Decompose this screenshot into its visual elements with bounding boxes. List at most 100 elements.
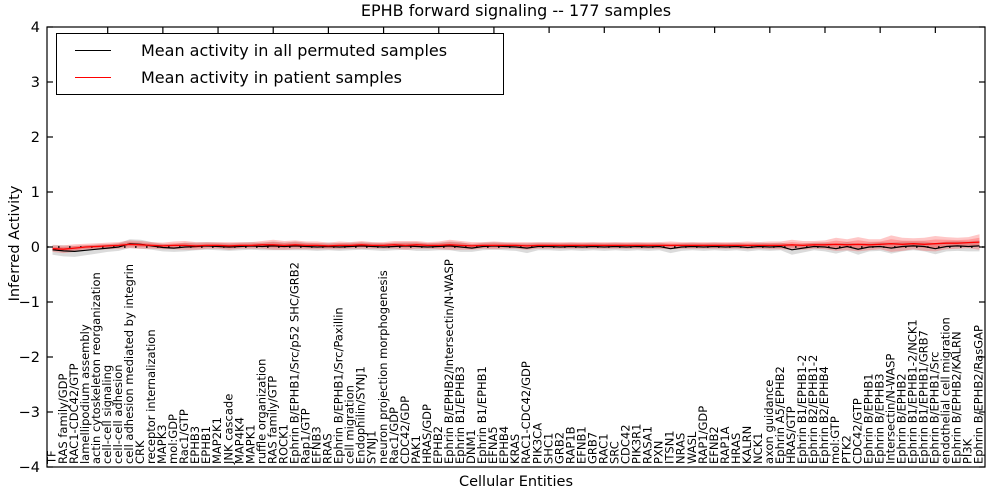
x-tick-label: Rac1/GDP (387, 407, 401, 464)
x-tick-label: neuron projection morphogenesis (376, 270, 390, 464)
x-tick-label: Ephrin B1/EPHB1-2/NCK1 (905, 319, 919, 464)
x-tick-label: cell-cell signaling (100, 365, 114, 464)
x-tick-label: Ephrin B/EPHB2/Intersectin/N-WASP (442, 259, 456, 464)
x-tick-label: axon guidance (762, 380, 776, 464)
y-tick-label: −1 (19, 295, 40, 311)
x-tick-label: HRAS (729, 433, 743, 464)
x-tick-label: cell adhesion mediated by integrin (122, 264, 136, 464)
x-tick-label: CDC42 (619, 424, 633, 464)
x-tick-label: PIK3R1 (630, 424, 644, 465)
confidence-band-patient-inner (52, 237, 980, 252)
x-tick-label: KALRN (740, 426, 754, 464)
x-tick-label: Ephrin B1/EPHB1/GRB7 (917, 330, 931, 464)
x-tick-label: EFNB2 (707, 426, 721, 464)
y-tick-label: 1 (31, 185, 40, 201)
x-tick-label: NCK1 (751, 433, 765, 465)
mean-line-patient (52, 241, 980, 250)
x-tick-label: CDC42/GDP (398, 396, 412, 464)
legend-label-patient: Mean activity in patient samples (141, 67, 402, 87)
x-tick-label: Intersectin/N-WASP (883, 354, 897, 464)
x-tick-label: CRK (133, 440, 147, 464)
x-tick-label: Ephrin B2/EPHB1-2 (806, 355, 820, 464)
legend-item-permuted: Mean activity in all permuted samples (57, 41, 503, 60)
y-tick-label: 0 (31, 240, 40, 256)
x-axis-label: Cellular Entities (458, 474, 574, 490)
x-tick-label: receptor internalization (144, 329, 158, 464)
x-tick-label: Ephrin B/EPHB3 (872, 373, 886, 464)
legend-line-patient-icon (75, 76, 111, 78)
confidence-band-patient (52, 234, 980, 254)
x-tick-label: EFNB1 (574, 426, 588, 464)
x-tick-label: HRAS/GTP (784, 406, 798, 464)
x-tick-label: RAC1 (596, 433, 610, 464)
x-tick-label: MAPK1 (243, 424, 257, 464)
x-tick-label: Ephrin B/EPHB1/Src/p52 SHC/GRB2 (287, 262, 301, 464)
legend-box: Mean activity in all permuted samples Me… (56, 33, 504, 95)
x-tick-label: RAC1-CDC42/GTP (67, 363, 81, 464)
y-tick-label: −4 (19, 460, 40, 476)
x-tick-label: mol:GTP (828, 416, 842, 464)
x-tick-label: endothelial cell migration (939, 317, 953, 464)
y-tick-label: −3 (19, 405, 40, 421)
x-tick-label: DNM1 (464, 429, 478, 464)
x-tick-label: TF (45, 450, 59, 465)
x-tick-label: Rap1/GTP (299, 408, 313, 464)
y-tick-label: 4 (31, 20, 40, 36)
x-tick-label: PTK2 (839, 435, 853, 464)
x-tick-label: HRAS/GDP (420, 404, 434, 464)
x-tick-label: RAP1/GDP (696, 406, 710, 464)
x-tick-label: EPHB3 (188, 426, 202, 464)
x-tick-label: Ephrin B/EPHB2 (894, 373, 908, 464)
x-tick-label: Ephrin A5/EPHB2 (773, 366, 787, 464)
x-tick-label: lamellipodium assembly (78, 324, 92, 464)
chart-title: EPHB forward signaling -- 177 samples (360, 1, 672, 20)
x-tick-label: PAK1 (409, 435, 423, 464)
x-tick-label: EPHB2 (431, 426, 445, 464)
x-tick-label: Ephrin B/EPHB2/RasGAP (972, 325, 986, 464)
x-tick-label: cell-cell adhesion (111, 364, 125, 464)
x-tick-label: WASL (685, 431, 699, 464)
x-tick-label: MAP2K1 (210, 417, 224, 464)
x-tick-label: RAP1A (718, 426, 732, 464)
y-tick-label: 2 (31, 130, 40, 146)
x-tick-label: Ephrin B2/EPHB4 (817, 366, 831, 464)
x-tick-label: EPHB4 (497, 426, 511, 464)
x-tick-label: MAP4K4 (232, 417, 246, 464)
x-tick-label: EFNA5 (486, 426, 500, 464)
x-tick-label: RRAS (321, 433, 335, 464)
x-tick-label: Ephrin B/EPHB2/KALRN (950, 331, 964, 464)
x-tick-label: RAS family/GDP (56, 374, 70, 464)
x-tick-label: KRAS (508, 434, 522, 464)
x-tick-label: PXN (652, 441, 666, 464)
x-tick-label: GRB2 (552, 432, 566, 464)
x-tick-label: MAPK3 (155, 424, 169, 464)
x-tick-label: JNK cascade (221, 394, 235, 465)
x-tick-label: Ephrin B1/EPHB1-2 (795, 355, 809, 464)
legend-item-patient: Mean activity in patient samples (57, 68, 503, 87)
x-tick-label: SHC1 (541, 433, 555, 464)
x-tick-label: GRB7 (585, 432, 599, 464)
x-tick-label: RASA1 (641, 426, 655, 464)
x-tick-label: Ephrin B1/EPHB1 (475, 366, 489, 464)
x-tick-label: actin cytoskeleton reorganization (89, 272, 103, 464)
x-tick-label: EFNB3 (310, 426, 324, 464)
x-tick-label: ITSN1 (663, 430, 677, 464)
y-tick-label: 3 (31, 75, 40, 91)
x-tick-label: RAP1B (563, 426, 577, 464)
x-tick-label: RAS family/GTP (265, 376, 279, 464)
x-tick-label: RAC1-CDC42/GDP (519, 361, 533, 464)
x-tick-label: Ephrin B/EPHB1 (861, 373, 875, 464)
x-tick-label: SYNJ1 (365, 430, 379, 464)
x-tick-label: NRAS (674, 433, 688, 464)
x-tick-label: EPHB1 (199, 426, 213, 464)
x-tick-label: Ephrin B/EPHB1/Src (928, 351, 942, 464)
y-axis-label: Inferred Activity (7, 185, 23, 302)
x-tick-label: Rac1/GTP (177, 409, 191, 464)
x-tick-label: mol:GDP (166, 414, 180, 464)
y-tick-label: −2 (19, 350, 40, 366)
x-tick-label: PI3K (961, 438, 975, 464)
x-tick-label: cell migration (343, 385, 357, 464)
x-tick-label: CDC42/GTP (850, 398, 864, 464)
legend-label-permuted: Mean activity in all permuted samples (141, 41, 448, 61)
